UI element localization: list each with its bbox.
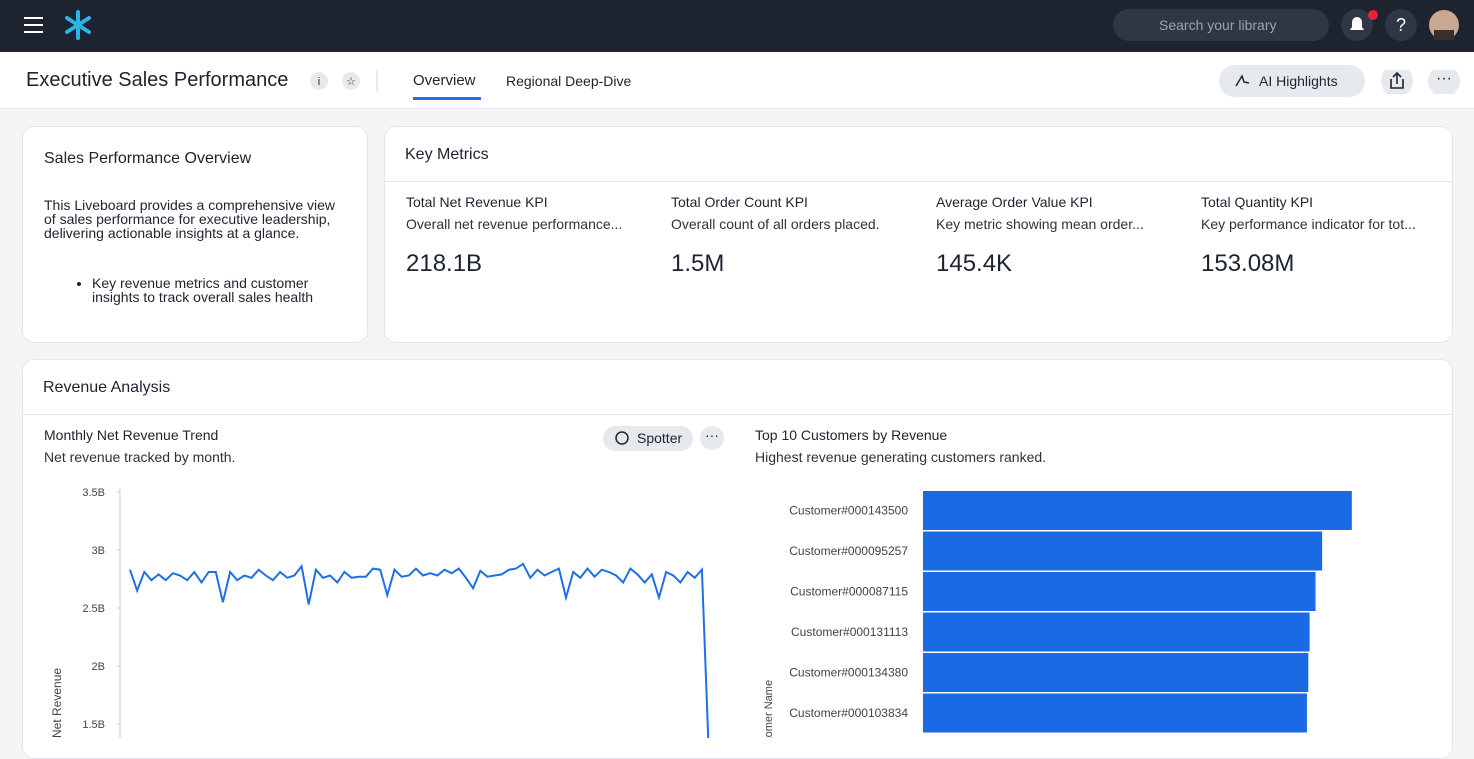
tab-indicator xyxy=(413,97,481,100)
bullet: Key revenue metrics and customer insight… xyxy=(92,276,314,304)
bar xyxy=(923,491,1352,530)
help-button[interactable] xyxy=(1385,9,1417,41)
y-tick-label: Customer#000087115 xyxy=(790,584,908,598)
divider xyxy=(385,181,1452,182)
chart-subtitle: Highest revenue generating customers ran… xyxy=(755,449,1046,465)
y-tick-label: 2.5B xyxy=(82,603,105,615)
y-tick-label: Customer#000143500 xyxy=(789,503,908,517)
kpi-description: Key performance indicator for tot... xyxy=(1201,216,1416,232)
kpi-title: Average Order Value KPI xyxy=(936,194,1093,210)
toolbar-icons: ··· xyxy=(1235,70,1460,94)
metrics-card xyxy=(384,126,1453,343)
y-tick-label: Customer#000131113 xyxy=(791,625,908,639)
logo xyxy=(65,10,91,40)
card-title: Key Metrics xyxy=(405,146,489,163)
liveboard-title: Executive Sales Performance xyxy=(26,69,289,91)
avatar-shirt xyxy=(1434,30,1454,40)
chart-subtitle: Net revenue tracked by month. xyxy=(44,449,235,465)
divider xyxy=(23,414,1452,415)
text-card xyxy=(22,126,368,343)
y-tick-label: 3B xyxy=(92,545,105,557)
favorite-button[interactable] xyxy=(342,72,360,90)
card-title: Revenue Analysis xyxy=(43,379,171,396)
help-icon: ? xyxy=(1396,15,1406,35)
more-icon: ··· xyxy=(705,427,719,443)
tab[interactable]: Overview xyxy=(413,72,476,89)
y-tick-label: 2B xyxy=(92,661,105,673)
kpi-description: Overall net revenue performance... xyxy=(406,216,623,232)
share-icon xyxy=(1390,71,1404,89)
kpi-value: 1.5M xyxy=(671,250,725,277)
chart-actions: ··· xyxy=(615,426,724,450)
kpi-description: Key metric showing mean order... xyxy=(936,216,1144,232)
kpi-title: Total Quantity KPI xyxy=(1201,194,1314,210)
kpi-value: 218.1B xyxy=(406,250,483,277)
bar xyxy=(923,653,1309,692)
y-tick-label: 1.5B xyxy=(82,719,105,731)
notification-dot xyxy=(1368,10,1378,20)
more-icon: ··· xyxy=(1436,70,1452,87)
chart-title: Monthly Net Revenue Trend xyxy=(44,427,218,443)
y-tick-label: Customer#000134380 xyxy=(789,665,908,679)
page: ? Search your library Executive Sales Pe… xyxy=(0,0,1474,738)
charts: Monthly Net Revenue Trend Net revenue tra… xyxy=(44,427,1352,738)
y-axis-label: Net Revenue xyxy=(50,668,64,738)
ai-icon xyxy=(1235,74,1250,87)
tab[interactable]: Regional Deep-Dive xyxy=(506,73,632,89)
top-icons: ? xyxy=(24,9,1459,41)
info-button[interactable] xyxy=(310,72,328,90)
bar xyxy=(923,531,1323,571)
kpi-description: Overall count of all orders placed. xyxy=(671,216,880,232)
bar xyxy=(923,612,1310,652)
y-tick-label: Customer#000103834 xyxy=(789,706,908,720)
star-icon: ☆ xyxy=(346,76,356,88)
chart-more-button[interactable] xyxy=(700,426,724,450)
kpi-value: 145.4K xyxy=(936,250,1013,277)
card-paragraph: This Liveboard provides a comprehensive … xyxy=(44,197,336,241)
y-tick-label: 3.5B xyxy=(82,487,105,499)
bar xyxy=(923,693,1307,733)
kpi-title: Total Net Revenue KPI xyxy=(406,194,548,210)
more-button[interactable] xyxy=(1428,70,1460,94)
bar xyxy=(923,572,1316,611)
kpi-value: 153.08M xyxy=(1201,250,1295,277)
title-icons: i ☆ xyxy=(310,70,378,92)
revenue-line xyxy=(129,562,710,738)
y-axis-label: Customer Name xyxy=(763,680,775,738)
bell-icon xyxy=(1350,17,1364,30)
search-input[interactable]: Search your library xyxy=(1113,9,1329,41)
spotter-button[interactable]: Spotter xyxy=(603,426,693,451)
spotter-icon xyxy=(615,431,629,445)
menu-button[interactable] xyxy=(24,17,43,33)
bullet-list: Key revenue metrics and customer insight… xyxy=(44,276,314,304)
kpi-title: Total Order Count KPI xyxy=(671,194,808,210)
info-icon: i xyxy=(318,76,320,88)
y-tick-label: Customer#000095257 xyxy=(789,544,908,558)
chart-title: Top 10 Customers by Revenue xyxy=(755,427,947,443)
card-title: Sales Performance Overview xyxy=(44,150,252,167)
